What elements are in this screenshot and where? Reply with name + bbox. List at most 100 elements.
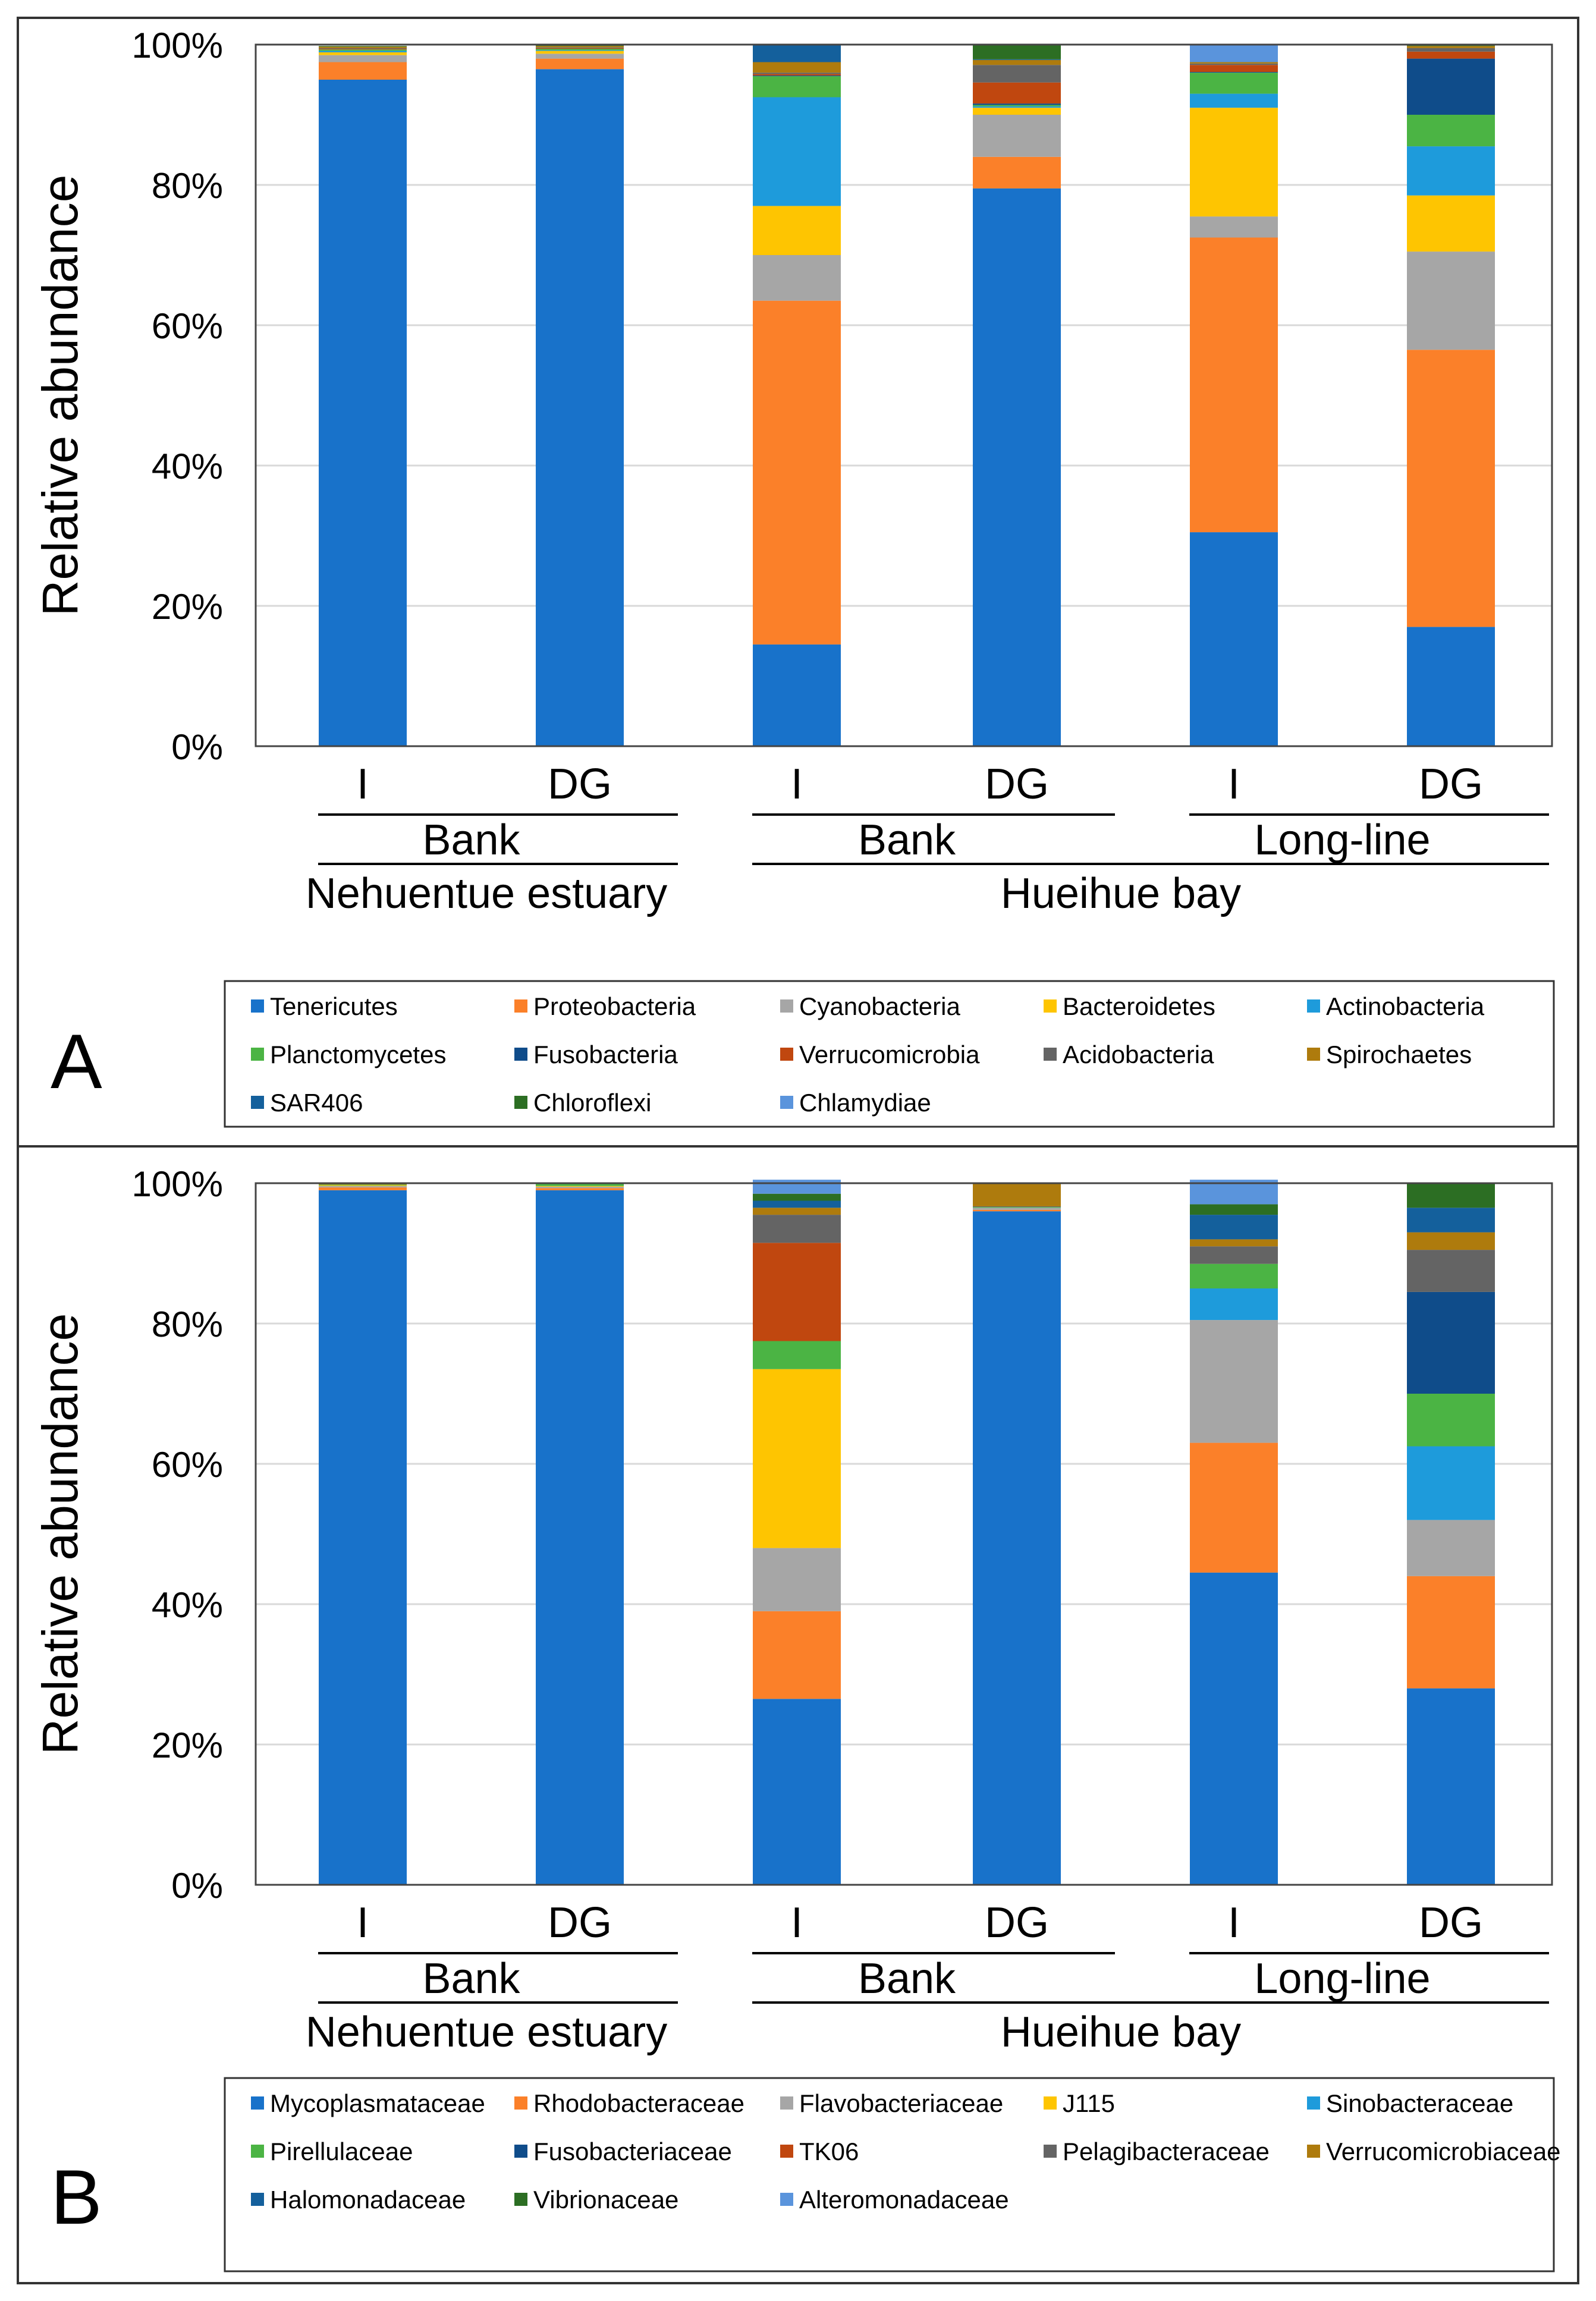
bar-segment — [973, 82, 1061, 104]
x-tick-label: I — [357, 1899, 369, 1947]
bar-segment — [319, 80, 407, 746]
x-tick-label: DG — [985, 1899, 1049, 1947]
bar-segment — [1407, 146, 1495, 196]
x-tick-label: DG — [985, 760, 1049, 808]
bar-segment — [1407, 1291, 1495, 1394]
bar-segment — [1407, 1183, 1495, 1208]
bar-segment — [1190, 216, 1278, 238]
bar-segment — [1407, 115, 1495, 147]
legend-swatch — [251, 999, 264, 1013]
bar-segment — [753, 97, 841, 206]
legend-entry: Sinobacteraceae — [1326, 2089, 1513, 2117]
y-axis-label: Relative abundance — [32, 1313, 88, 1755]
bar-segment — [536, 1184, 624, 1186]
bar-segment — [1190, 1263, 1278, 1288]
legend-entry: Rhodobacteraceae — [533, 2089, 744, 2117]
bar-segment — [1407, 51, 1495, 59]
x-tick-label: DG — [548, 1899, 612, 1947]
bar-segment — [319, 52, 407, 55]
bar-segment — [1407, 252, 1495, 350]
y-tick-label: 40% — [152, 447, 223, 486]
bar-segment — [973, 59, 1061, 60]
bar-segment — [753, 300, 841, 645]
legend-entry: Chloroflexi — [533, 1089, 651, 1117]
bar-segment — [973, 45, 1061, 59]
legend-entry: Verrucomicrobiaceae — [1326, 2137, 1561, 2165]
legend-swatch — [251, 2145, 264, 2158]
legend-entry: Fusobacteria — [533, 1041, 678, 1068]
bar-segment — [753, 74, 841, 76]
bar-segment — [536, 58, 624, 70]
legend-entry: Flavobacteriaceae — [799, 2089, 1003, 2117]
x-tick-label: DG — [1419, 1899, 1483, 1947]
bar-segment — [319, 1184, 407, 1186]
legend-swatch — [780, 2145, 793, 2158]
y-tick-label: 80% — [152, 1304, 223, 1344]
bar-segment — [536, 51, 624, 54]
bar-segment — [1190, 108, 1278, 217]
bar-segment — [1190, 73, 1278, 94]
legend-swatch — [251, 2096, 264, 2110]
bar-segment — [973, 115, 1061, 157]
legend-box — [224, 2077, 1555, 2272]
bar-segment — [1190, 1442, 1278, 1573]
legend-swatch — [514, 2145, 527, 2158]
bar-segment — [753, 1180, 841, 1194]
bar-segment — [1407, 1520, 1495, 1576]
bar-segment — [973, 1206, 1061, 1208]
legend-swatch — [514, 2096, 527, 2110]
bar-segment — [1407, 1250, 1495, 1292]
bar-segment — [1407, 1446, 1495, 1520]
legend-swatch — [514, 1048, 527, 1061]
y-tick-label: 60% — [152, 306, 223, 346]
legend-swatch — [1307, 2145, 1320, 2158]
bar-segment — [1407, 195, 1495, 252]
bar-segment — [973, 108, 1061, 115]
legend-swatch — [514, 2193, 527, 2206]
legend-swatch — [780, 2193, 793, 2206]
bar-segment — [973, 103, 1061, 105]
bar-segment — [1407, 627, 1495, 746]
bar-segment — [753, 1215, 841, 1243]
bar-segment — [1190, 63, 1278, 65]
y-tick-label: 20% — [152, 1725, 223, 1765]
legend-entry: Proteobacteria — [533, 992, 696, 1020]
bar-segment — [753, 73, 841, 74]
panel-label: B — [51, 2154, 102, 2240]
group-label: Bank — [858, 816, 956, 864]
x-tick-label: I — [791, 760, 803, 808]
bar-segment — [1407, 1688, 1495, 1885]
legend-entry: Vibrionaceae — [533, 2186, 678, 2214]
site-label: Nehuentue estuary — [306, 870, 667, 917]
bar-segment — [536, 50, 624, 51]
y-tick-label: 100% — [132, 1164, 223, 1204]
bar-segment — [1190, 1204, 1278, 1215]
bar-segment — [1190, 45, 1278, 62]
plot-area-frame — [255, 1182, 1553, 1886]
legend-entry: Spirochaetes — [1326, 1041, 1472, 1068]
x-tick-label: I — [1228, 1899, 1240, 1947]
legend-entry: Tenericutes — [270, 992, 398, 1020]
bar-segment — [319, 49, 407, 51]
y-tick-label: 80% — [152, 166, 223, 206]
panel-label: A — [51, 1018, 102, 1105]
bar-segment — [753, 45, 841, 62]
bar-segment — [1190, 1288, 1278, 1321]
bar-segment — [753, 1200, 841, 1208]
bar-segment — [973, 105, 1061, 106]
legend-entry: Mycoplasmataceae — [270, 2089, 485, 2117]
legend-entry: Pirellulaceae — [270, 2137, 413, 2165]
bar-segment — [1407, 1576, 1495, 1689]
bar-segment — [319, 1190, 407, 1885]
bar-segment — [1407, 1394, 1495, 1447]
bar-segment — [753, 1341, 841, 1369]
legend-swatch — [1307, 999, 1320, 1013]
bar-segment — [753, 1243, 841, 1341]
bar-segment — [536, 46, 624, 48]
bar-segment — [753, 1611, 841, 1699]
legend-entry: Acidobacteria — [1063, 1041, 1214, 1068]
bar-segment — [1407, 1208, 1495, 1233]
bar-segment — [536, 54, 624, 59]
bar-segment — [536, 69, 624, 746]
